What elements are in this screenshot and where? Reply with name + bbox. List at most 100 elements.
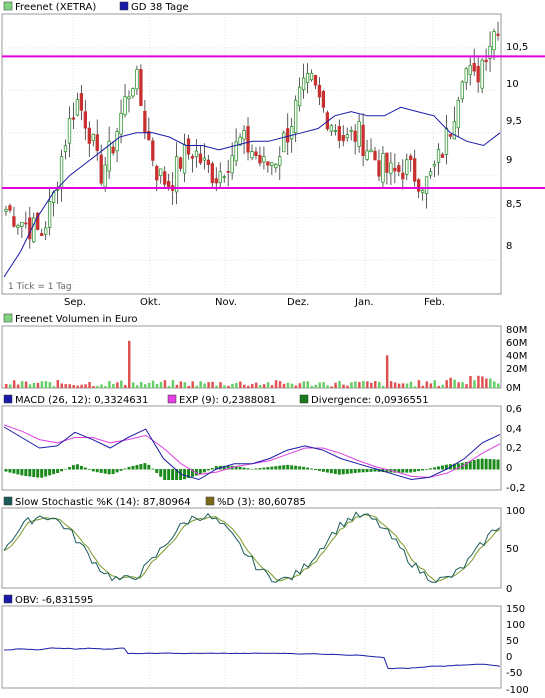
candle-body [278,156,282,166]
divergence-bar [60,469,64,472]
divergence-bar [484,458,488,470]
volume-bar [211,381,214,388]
obv-tick-100: 100 [506,620,525,631]
divergence-bar [464,461,468,470]
candle-body [127,96,131,100]
candle-body [159,168,163,176]
candle-body [290,126,294,140]
volume-bar [171,380,175,388]
volume-bar [60,383,64,388]
volume-bar [489,378,492,388]
candle-body [341,135,345,142]
candle-body [107,140,111,172]
candle-body [345,134,349,139]
divergence-bar [250,469,254,470]
divergence-bar [397,469,401,473]
divergence-bar [226,465,230,470]
price-legend: Freenet (XETRA) GD 38 Tage [3,1,189,13]
vol-tick-60: 60M [506,338,527,349]
macd-tick-0-6: 0,6 [506,404,522,415]
macd-tick-0: 0 [506,463,512,474]
candle-body [12,216,16,227]
divergence-bar [377,469,381,472]
obv-tick-neg-50: -50 [506,668,522,679]
volume-bar [64,384,67,388]
divergence-bar [115,469,119,473]
volume-bar [167,385,171,388]
divergence-bar [317,469,321,471]
divergence-bar [190,469,194,477]
macd-tick-neg-0-2: -0,2 [506,483,526,494]
volume-bar [112,383,115,388]
candle-body [163,171,167,185]
volume-bar [223,385,226,388]
ma-line [3,106,501,278]
candle-body [333,130,337,132]
candle-body [218,171,222,184]
divergence-bar [290,465,294,470]
candle-body [496,33,500,36]
divergence-bar [456,463,460,470]
candle-body [353,130,357,142]
divergence-bar [91,469,95,472]
volume-bar [449,377,452,388]
volume-bar [159,381,163,388]
candle-body [155,166,159,181]
volume-bar [155,383,159,388]
legend-label-volume: Freenet Volumen in Euro [15,314,137,325]
volume-bar [219,382,222,388]
obv-tick-150: 150 [506,604,525,615]
price-tick-10: 10 [506,79,519,90]
volume-bar [247,385,250,388]
stoch-k-line [3,511,501,583]
divergence-bar [282,465,286,470]
legend-label-d: %D (3): 80,60785 [217,497,306,508]
volume-bar [473,380,476,388]
candle-body [135,69,139,90]
candle-body [234,141,238,162]
volume-bar [433,380,437,388]
candle-body [329,125,334,132]
divergence-bar [159,469,163,477]
volume-bar [254,382,258,388]
candle-body [297,86,302,107]
candle-body [24,222,28,225]
candle-body [250,151,254,159]
candle-body [377,160,381,177]
volume-bar [342,384,345,388]
volume-bar [334,382,337,388]
candle-body [95,134,99,151]
vol-tick-40: 40M [506,351,527,362]
candle-body [464,68,468,83]
divergence-bar [183,469,187,480]
candle-body [28,217,32,240]
candle-body [198,153,203,164]
candle-body [381,153,385,183]
divergence-bar [28,469,32,477]
macd-legend: MACD (26, 12): 0,3324631 EXP (9): 0,2388… [3,394,429,406]
volume-bar [203,383,206,388]
divergence-bar [266,467,270,470]
volume-bar [286,382,290,388]
volume-bar [270,385,274,388]
obv-legend: OBV: -6,831595 [3,594,93,606]
candle-body [242,130,246,140]
volume-bar [385,355,389,388]
volume-bar [389,381,393,388]
volume-bar [401,383,405,388]
divergence-bar [131,465,135,470]
candle-body [385,152,389,173]
divergence-bar [329,469,333,474]
candle-body [83,111,87,129]
volume-bar [445,380,448,388]
legend-swatch-exp [167,394,177,404]
candle-body [480,59,484,89]
candle-body [270,162,274,167]
volume-bar [338,380,341,388]
divergence-bar [127,466,131,470]
candle-body [16,225,20,228]
x-label-dez: Dez. [287,297,309,308]
candle-body [444,127,449,155]
divergence-bar [56,469,60,473]
divergence-bar [171,469,175,480]
